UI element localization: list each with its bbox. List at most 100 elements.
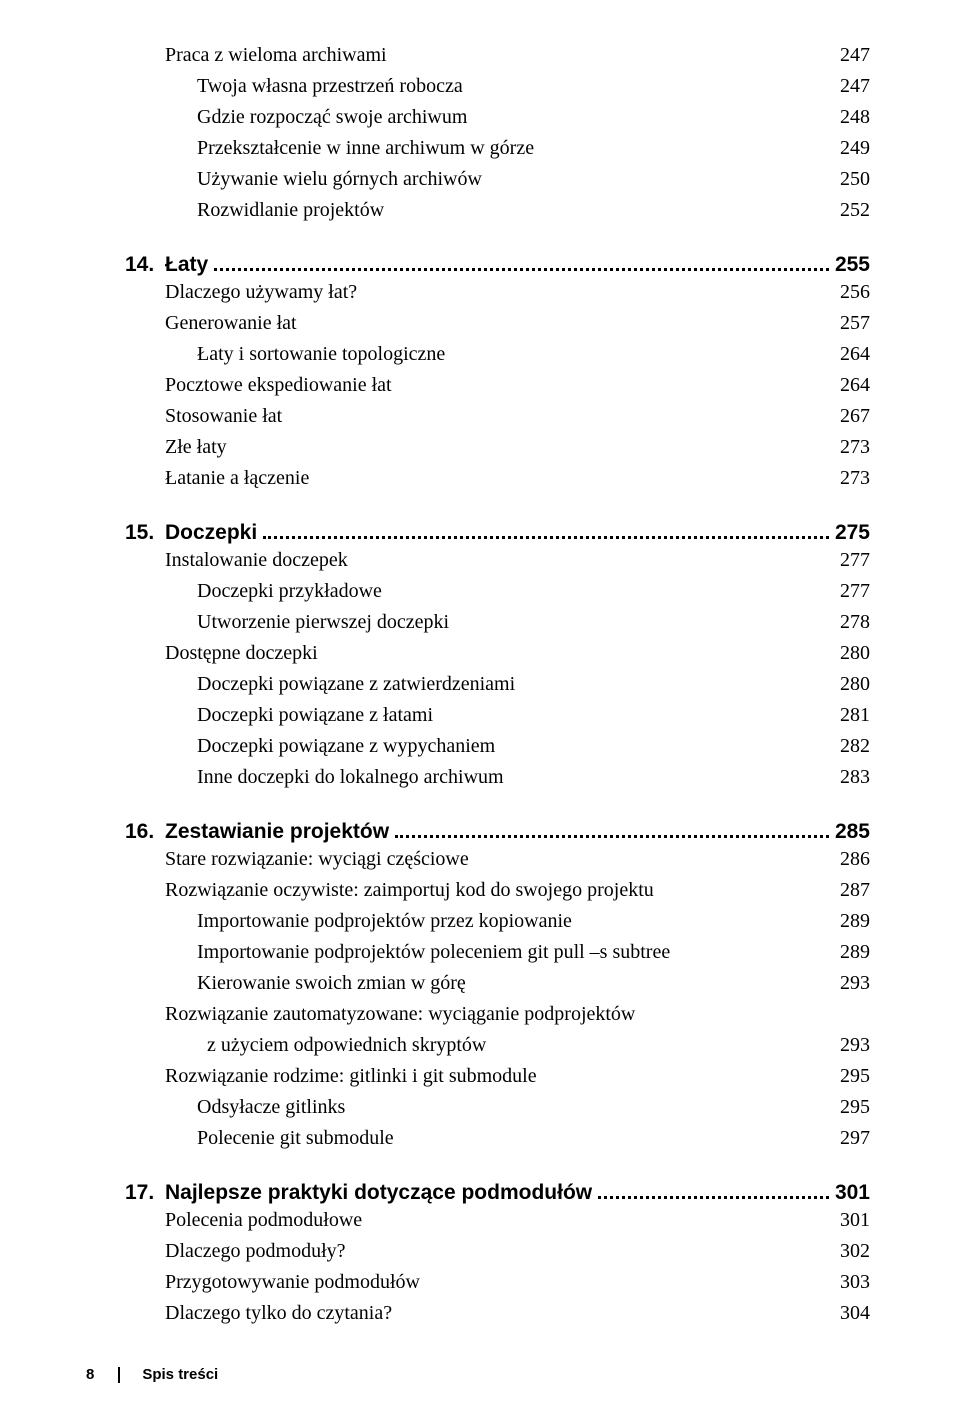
toc-entry-label: Instalowanie doczepek xyxy=(165,545,348,576)
toc-entry-page: 304 xyxy=(832,1298,870,1329)
toc-entry-page: 286 xyxy=(832,844,870,875)
toc-entry-page: 247 xyxy=(832,71,870,102)
page: Praca z wieloma archiwami247Twoja własna… xyxy=(0,0,960,1417)
toc-entry-label: Twoja własna przestrzeń robocza xyxy=(197,71,463,102)
toc-entry: Używanie wielu górnych archiwów250 xyxy=(165,164,870,195)
toc-entry-label: Importowanie podprojektów przez kopiowan… xyxy=(197,906,572,937)
chapter-page: 285 xyxy=(835,820,870,844)
toc-chapter-entries: Dlaczego używamy łat?256Generowanie łat2… xyxy=(165,277,870,494)
toc-entry: Łatanie a łączenie273 xyxy=(165,463,870,494)
toc-entry-label: Polecenie git submodule xyxy=(197,1123,394,1154)
toc-entry-label: Dlaczego podmoduły? xyxy=(165,1236,346,1267)
toc-entry: Doczepki powiązane z zatwierdzeniami280 xyxy=(165,669,870,700)
toc-entry: Przekształcenie w inne archiwum w górze2… xyxy=(165,133,870,164)
toc-entry-page: 264 xyxy=(832,339,870,370)
toc-entry-page: 277 xyxy=(832,545,870,576)
toc-chapter-heading: 14.Łaty255 xyxy=(125,252,870,277)
chapter-number: 17. xyxy=(125,1181,165,1205)
toc-entry: Polecenie git submodule297 xyxy=(165,1123,870,1154)
toc-entry: Importowanie podprojektów poleceniem git… xyxy=(165,937,870,968)
toc-entry-label: Kierowanie swoich zmian w górę xyxy=(197,968,466,999)
toc-entry-label: Polecenia podmodułowe xyxy=(165,1205,362,1236)
toc-entry: Rozwiązanie oczywiste: zaimportuj kod do… xyxy=(165,875,870,906)
toc-entry-page: 295 xyxy=(832,1092,870,1123)
dotted-leader xyxy=(263,520,829,539)
toc-entry-page: 252 xyxy=(832,195,870,226)
toc-entry: Instalowanie doczepek 277 xyxy=(165,545,870,576)
toc-chapter-entries: Stare rozwiązanie: wyciągi częściowe286R… xyxy=(165,844,870,1154)
toc-entry: z użyciem odpowiednich skryptów293 xyxy=(165,1030,870,1061)
toc-entry-label: Doczepki powiązane z zatwierdzeniami xyxy=(197,669,515,700)
toc-entry-page: 264 xyxy=(832,370,870,401)
chapter-page: 301 xyxy=(835,1181,870,1205)
toc-chapters: 14.Łaty255Dlaczego używamy łat?256Genero… xyxy=(125,252,870,1329)
chapter-title: Zestawianie projektów xyxy=(165,820,389,844)
toc-entry-page: 302 xyxy=(832,1236,870,1267)
toc-entry: Doczepki powiązane z wypychaniem 282 xyxy=(165,731,870,762)
toc-entry: Dlaczego używamy łat?256 xyxy=(165,277,870,308)
chapter-title: Doczepki xyxy=(165,521,257,545)
toc-entry-label: Gdzie rozpocząć swoje archiwum xyxy=(197,102,467,133)
toc-entry: Przygotowywanie podmodułów303 xyxy=(165,1267,870,1298)
toc-chapter-entries: Instalowanie doczepek 277Doczepki przykła… xyxy=(165,545,870,793)
toc-entry-page: 287 xyxy=(832,875,870,906)
toc-entry-label: Dostępne doczepki xyxy=(165,638,318,669)
toc-entry-page: 256 xyxy=(832,277,870,308)
toc-entry-label: Importowanie podprojektów poleceniem git… xyxy=(197,937,670,968)
toc-entry: Pocztowe ekspediowanie łat 264 xyxy=(165,370,870,401)
toc-entry: Odsyłacze gitlinks 295 xyxy=(165,1092,870,1123)
toc-entry-label: z użyciem odpowiednich skryptów xyxy=(207,1030,486,1061)
toc-entry-label: Złe łaty xyxy=(165,432,227,463)
toc-entry-page: 289 xyxy=(832,937,870,968)
toc-entry: Doczepki przykładowe277 xyxy=(165,576,870,607)
toc-chapter-entries: Polecenia podmodułowe301Dlaczego podmodu… xyxy=(165,1205,870,1329)
toc-entry: Importowanie podprojektów przez kopiowan… xyxy=(165,906,870,937)
toc-entry-label: Łatanie a łączenie xyxy=(165,463,309,494)
footer-page-number: 8 xyxy=(86,1366,118,1383)
toc-entry-page: 250 xyxy=(832,164,870,195)
toc-entry-label: Rozwiązanie zautomatyzowane: wyciąganie … xyxy=(165,999,635,1030)
toc-entry-page: 277 xyxy=(832,576,870,607)
toc-entry: Praca z wieloma archiwami247 xyxy=(165,40,870,71)
toc-chapter-heading: 15.Doczepki275 xyxy=(125,520,870,545)
dotted-leader xyxy=(598,1180,829,1199)
toc-entry-page: 282 xyxy=(832,731,870,762)
chapter-number: 14. xyxy=(125,253,165,277)
toc-entry: Dlaczego tylko do czytania?304 xyxy=(165,1298,870,1329)
dotted-leader xyxy=(395,819,829,838)
toc-entry-label: Doczepki powiązane z łatami xyxy=(197,700,433,731)
toc-entry: Rozwidlanie projektów 252 xyxy=(165,195,870,226)
toc-entry: Stare rozwiązanie: wyciągi częściowe286 xyxy=(165,844,870,875)
toc-entry-page: 273 xyxy=(832,432,870,463)
toc-entry-page: 295 xyxy=(832,1061,870,1092)
toc-entry-label: Utworzenie pierwszej doczepki xyxy=(197,607,449,638)
toc-pre-block: Praca z wieloma archiwami247Twoja własna… xyxy=(165,40,870,226)
toc-entry-label: Rozwiązanie oczywiste: zaimportuj kod do… xyxy=(165,875,654,906)
toc-entry-page: 289 xyxy=(832,906,870,937)
footer-divider xyxy=(118,1367,120,1383)
toc-entry-label: Doczepki powiązane z wypychaniem xyxy=(197,731,495,762)
toc-entry-label: Rozwidlanie projektów xyxy=(197,195,384,226)
chapter-page: 275 xyxy=(835,521,870,545)
toc-entry: Złe łaty 273 xyxy=(165,432,870,463)
toc-entry-page: 247 xyxy=(832,40,870,71)
toc-entry: Inne doczepki do lokalnego archiwum 283 xyxy=(165,762,870,793)
chapter-page: 255 xyxy=(835,253,870,277)
toc-entry-label: Inne doczepki do lokalnego archiwum xyxy=(197,762,504,793)
toc-entry-label: Odsyłacze gitlinks xyxy=(197,1092,345,1123)
toc-entry: Dostępne doczepki280 xyxy=(165,638,870,669)
toc-entry: Doczepki powiązane z łatami 281 xyxy=(165,700,870,731)
toc-entry-label: Pocztowe ekspediowanie łat xyxy=(165,370,392,401)
page-footer: 8 Spis treści xyxy=(86,1366,218,1383)
dotted-leader xyxy=(214,252,829,271)
chapter-title: Najlepsze praktyki dotyczące podmodułów xyxy=(165,1181,592,1205)
toc-entry: Dlaczego podmoduły? 302 xyxy=(165,1236,870,1267)
toc-entry: Kierowanie swoich zmian w górę293 xyxy=(165,968,870,999)
toc-entry-page: 278 xyxy=(832,607,870,638)
toc-entry: Stosowanie łat267 xyxy=(165,401,870,432)
toc-entry-page: 257 xyxy=(832,308,870,339)
toc-entry-page: 249 xyxy=(832,133,870,164)
toc-entry: Łaty i sortowanie topologiczne264 xyxy=(165,339,870,370)
toc-entry-page: 283 xyxy=(832,762,870,793)
toc-entry-page: 281 xyxy=(832,700,870,731)
